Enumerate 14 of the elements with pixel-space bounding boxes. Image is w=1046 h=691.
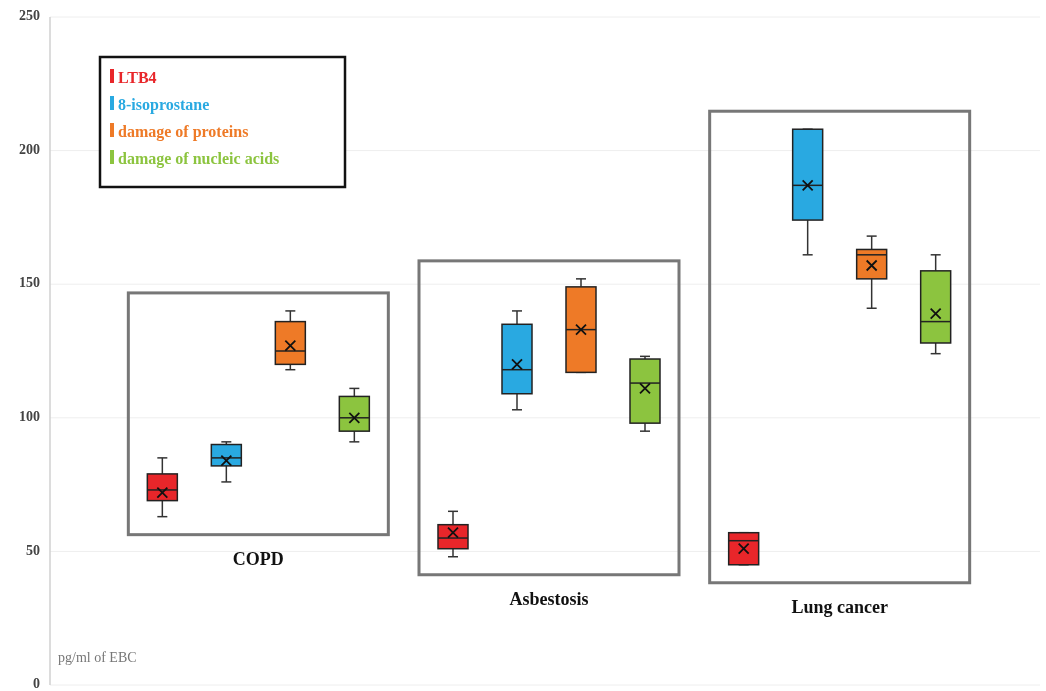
y-tick-label: 250 — [19, 8, 40, 24]
y-tick-label: 200 — [19, 141, 40, 157]
y-axis-title: pg/ml of EBC — [58, 650, 137, 665]
x-tick-label: Lung cancer — [791, 596, 888, 617]
y-tick-label: 50 — [26, 542, 40, 558]
legend-label: LTB4 — [118, 69, 157, 86]
y-tick-label: 100 — [19, 409, 40, 425]
legend-label: damage of nucleic acids — [118, 150, 280, 168]
legend-label: damage of proteins — [118, 123, 249, 141]
legend-label: 8-isoprostane — [118, 96, 210, 114]
x-tick-label: Asbestosis — [509, 588, 589, 609]
y-tick-label: 150 — [19, 275, 40, 291]
y-tick-label: 0 — [33, 676, 40, 691]
x-tick-label: COPD — [232, 548, 284, 569]
